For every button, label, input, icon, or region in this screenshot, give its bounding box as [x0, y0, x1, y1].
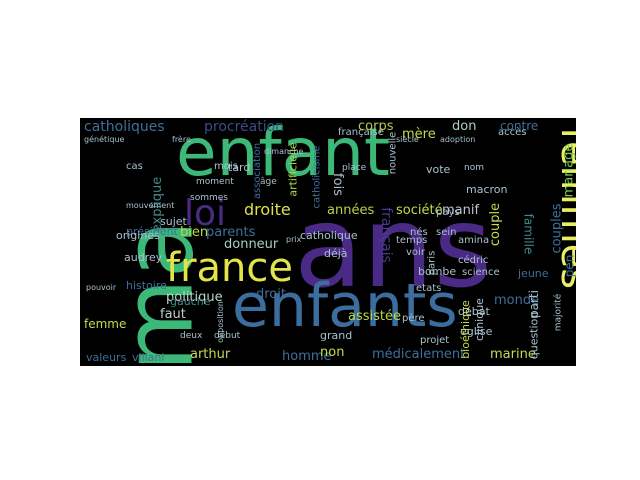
cloud-word: nés	[410, 227, 428, 238]
cloud-word: couple	[488, 202, 504, 247]
cloud-word: grand	[320, 329, 353, 342]
cloud-word: amina	[458, 235, 490, 246]
cloud-word: cas	[126, 161, 143, 172]
cloud-word: origines	[116, 229, 160, 242]
cloud-word: place	[342, 163, 367, 173]
cloud-word: ans	[294, 183, 492, 313]
cloud-word: donneur	[224, 237, 279, 252]
cloud-word: parents	[206, 225, 256, 240]
cloud-word: sein	[436, 227, 457, 238]
cloud-word: dimanche	[264, 147, 304, 156]
cloud-word: sujet	[160, 215, 187, 228]
cloud-word: politique	[166, 290, 223, 305]
cloud-word: association	[252, 142, 264, 200]
cloud-word: don	[452, 119, 477, 134]
cloud-word: femme	[84, 317, 127, 331]
cloud-word: moment	[196, 177, 234, 187]
cloud-word: famille	[521, 213, 536, 255]
cloud-word: bioéthique	[458, 300, 472, 359]
cloud-word: droit	[256, 287, 286, 302]
cloud-word: villani	[132, 351, 165, 364]
cloud-word: prix	[286, 235, 302, 244]
cloud-word: non	[320, 345, 345, 360]
cloud-word: nom	[464, 163, 484, 173]
cloud-word: voir	[406, 247, 425, 258]
cloud-word: france	[166, 245, 293, 291]
cloud-word: pouvoir	[86, 283, 117, 292]
cloud-word: deux	[180, 331, 203, 341]
cloud-word: macron	[466, 183, 508, 196]
cloud-word: opposition	[215, 301, 225, 343]
cloud-word: science	[462, 267, 500, 278]
cloud-word: société	[396, 203, 443, 218]
cloud-word: bombe	[418, 265, 457, 278]
cloud-word: corps	[358, 119, 394, 134]
cloud-word: adoption	[440, 135, 476, 144]
cloud-word: enfants	[232, 271, 458, 341]
cloud-word: débat	[458, 305, 490, 318]
cloud-word: pen	[562, 254, 576, 278]
cloud-word: catholique	[300, 229, 358, 242]
cloud-word: contre	[500, 119, 539, 133]
cloud-word: mariage	[561, 143, 576, 198]
cloud-word: déjà	[324, 247, 348, 260]
word-cloud: pma ans enfant enfants france femmes loi…	[80, 118, 576, 366]
cloud-word: enfant	[176, 118, 390, 191]
cloud-word: temps	[396, 235, 428, 246]
cloud-word: faut	[160, 307, 186, 322]
cloud-word: jeune	[518, 267, 549, 280]
cloud-word: siècle	[396, 135, 419, 144]
cloud-word: française	[338, 127, 384, 138]
cloud-word: mère	[402, 127, 436, 142]
cloud-word: fois	[329, 173, 345, 196]
cloud-word: homme	[282, 349, 332, 364]
cloud-word: eglise	[460, 325, 493, 338]
cloud-word: président	[126, 225, 178, 238]
cloud-word: valeurs	[86, 351, 127, 364]
cloud-word: bien	[180, 225, 209, 240]
cloud-word: assistée	[348, 309, 401, 324]
cloud-word: marine	[490, 347, 536, 362]
cloud-word: tard	[228, 161, 251, 174]
cloud-word: manif	[442, 203, 480, 218]
cloud-word: clinique	[472, 298, 486, 341]
cloud-word: catholicisme	[311, 145, 323, 209]
cloud-word: question	[527, 311, 541, 360]
cloud-word: français	[377, 207, 394, 263]
cloud-word: génétique	[84, 135, 125, 144]
cloud-word: médicalement	[372, 347, 466, 362]
cloud-word: majorité	[553, 293, 564, 332]
cloud-word: arthur	[190, 347, 231, 362]
cloud-word: etats	[416, 283, 442, 294]
cloud-word: sommes	[190, 193, 228, 203]
cloud-word: vote	[426, 163, 451, 176]
cloud-word: histoire	[126, 279, 167, 292]
cloud-word: âge	[260, 177, 277, 187]
cloud-word: frère	[172, 135, 191, 144]
cloud-word: projet	[420, 335, 450, 346]
cloud-word: monde	[494, 293, 540, 308]
cloud-word: début	[214, 331, 241, 341]
cloud-word: catholiques	[84, 119, 165, 135]
cloud-word: mouvement	[126, 201, 175, 210]
cloud-word: loi	[184, 193, 227, 234]
cloud-word: gauche	[170, 295, 211, 308]
cloud-word: pays	[436, 207, 460, 218]
cloud-word: années	[327, 203, 375, 218]
cloud-word: père	[402, 313, 425, 324]
cloud-word: procréation	[204, 119, 285, 135]
cloud-word: audrey	[124, 251, 163, 264]
cloud-word: accès	[498, 127, 527, 138]
cloud-word: paris	[426, 250, 438, 276]
cloud-word: cédric	[458, 255, 489, 266]
cloud-word: mois	[214, 161, 238, 172]
cloud-word: droite	[244, 200, 291, 219]
cloud-word: couples	[549, 203, 565, 254]
